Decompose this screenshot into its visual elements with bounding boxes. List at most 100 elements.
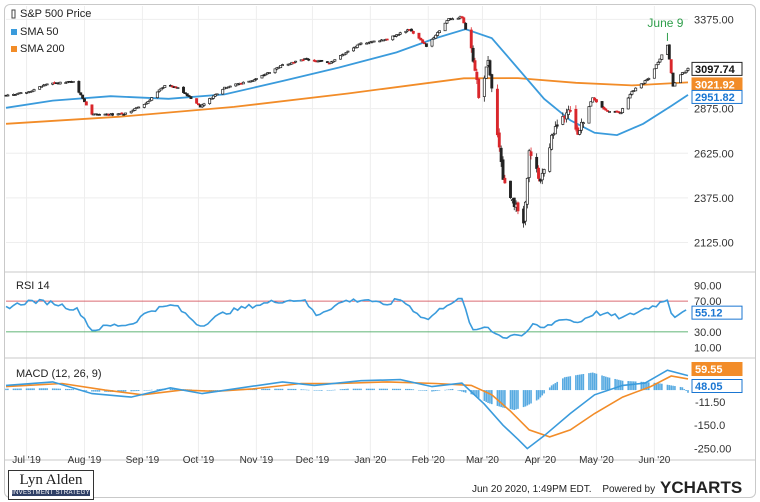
macd-histogram-bar bbox=[522, 390, 525, 408]
macd-histogram-bar bbox=[98, 390, 101, 392]
candle-body bbox=[438, 30, 441, 33]
macd-histogram-bar bbox=[104, 390, 106, 392]
candle-body bbox=[195, 98, 199, 104]
candle-body bbox=[329, 61, 333, 65]
macd-histogram-bar bbox=[631, 381, 633, 391]
candle-body bbox=[241, 81, 245, 85]
candle-body bbox=[97, 113, 101, 116]
sma200-last-value: 3021.92 bbox=[695, 79, 735, 91]
candle-body bbox=[516, 202, 520, 212]
candle-body bbox=[503, 177, 507, 184]
candle-body bbox=[79, 92, 83, 96]
macd-histogram-bar bbox=[640, 381, 643, 391]
x-tick-label: Dec '19 bbox=[296, 455, 330, 466]
macd-histogram-bar bbox=[149, 389, 151, 391]
macd-histogram-bar bbox=[253, 389, 256, 391]
candle-body bbox=[686, 67, 690, 71]
candle-body bbox=[159, 87, 163, 91]
macd-histogram-bar bbox=[679, 386, 682, 391]
candle-body bbox=[561, 116, 565, 125]
macd-histogram-bar bbox=[647, 382, 650, 391]
y-tick-label: 2125.00 bbox=[694, 238, 734, 250]
gridlines bbox=[6, 6, 688, 460]
macd-histogram-bar bbox=[433, 390, 435, 392]
macd-histogram-bar bbox=[451, 388, 454, 391]
x-tick-label: Mar '20 bbox=[466, 455, 499, 466]
candle-body bbox=[398, 32, 402, 35]
candle-body bbox=[385, 38, 389, 41]
candle-body bbox=[654, 64, 658, 69]
candle-body bbox=[346, 50, 350, 53]
candle-body bbox=[606, 110, 610, 112]
candle-body bbox=[568, 109, 572, 112]
candle-body bbox=[423, 42, 426, 45]
macd-histogram-bar bbox=[57, 388, 60, 391]
candle-body bbox=[253, 79, 256, 82]
macd-histogram-bar bbox=[386, 388, 388, 391]
candle-body bbox=[667, 44, 671, 60]
macd-histogram-bar bbox=[425, 390, 428, 391]
macd-histogram-bar bbox=[365, 388, 368, 391]
candle-body bbox=[464, 22, 468, 30]
legend[interactable]: S&P 500 Price SMA 50 SMA 200 bbox=[11, 8, 91, 55]
macd-histogram-bar bbox=[655, 382, 658, 391]
candle-body bbox=[656, 61, 660, 65]
macd-histogram-bar bbox=[53, 388, 56, 391]
candle-body bbox=[419, 37, 423, 41]
candle-body bbox=[38, 86, 42, 90]
macd-histogram-bar bbox=[434, 390, 437, 392]
macd-histogram-bar bbox=[513, 390, 516, 410]
macd-histogram-bar bbox=[668, 385, 671, 391]
macd-histogram-bar bbox=[483, 390, 486, 401]
macd-histogram-bar bbox=[378, 388, 381, 391]
rsi-y-tick: 70.00 bbox=[694, 296, 722, 308]
candle-body bbox=[325, 61, 329, 64]
ycharts-logo[interactable]: YCHARTS bbox=[660, 478, 743, 497]
candle-body bbox=[396, 34, 400, 36]
macd-histogram-bar bbox=[145, 390, 147, 391]
candle-body bbox=[344, 52, 348, 55]
candle-body bbox=[643, 80, 647, 84]
candle-body bbox=[445, 20, 449, 24]
macd-histogram-bar bbox=[431, 390, 433, 392]
timestamp-text: Jun 20 2020, 1:49PM EDT. bbox=[472, 484, 592, 495]
candle-body bbox=[197, 103, 200, 106]
macd-histogram-bar bbox=[44, 388, 47, 391]
candle-body bbox=[553, 126, 557, 135]
candle-body bbox=[83, 98, 86, 103]
candle-body bbox=[331, 60, 335, 63]
macd-histogram-bar bbox=[593, 373, 596, 391]
candle-body bbox=[658, 58, 662, 63]
powered-by-text: Powered by bbox=[602, 484, 656, 495]
candle-body bbox=[628, 94, 632, 99]
macd-histogram-bar bbox=[40, 388, 43, 391]
macd-histogram-bar bbox=[608, 377, 611, 391]
macd-histogram-bar bbox=[169, 388, 172, 391]
candle-body bbox=[523, 201, 527, 222]
macd-histogram-bar bbox=[384, 388, 387, 391]
candle-body bbox=[594, 99, 598, 103]
macd-histogram-bar bbox=[51, 388, 54, 391]
macd-histogram-bar bbox=[653, 382, 656, 391]
histogram-last-value: -11.50 bbox=[695, 397, 725, 409]
candle-body bbox=[529, 151, 533, 156]
macd-histogram-bar bbox=[642, 381, 644, 391]
macd-histogram-bar bbox=[307, 389, 310, 391]
candle-body bbox=[146, 101, 150, 104]
candle-body bbox=[550, 134, 554, 150]
candle-body bbox=[333, 59, 337, 62]
macd-histogram-bar bbox=[268, 388, 271, 391]
macd-histogram-bar bbox=[85, 390, 88, 391]
macd-histogram-bar bbox=[358, 388, 360, 391]
x-tick-label: Apr '20 bbox=[525, 455, 557, 466]
x-tick-label: Jul '19 bbox=[12, 455, 41, 466]
candle-body bbox=[404, 30, 408, 33]
macd-histogram-bar bbox=[132, 390, 134, 392]
candle-body bbox=[372, 40, 376, 43]
candle-body bbox=[462, 17, 466, 24]
macd-histogram-bar bbox=[685, 390, 687, 391]
macd-histogram-bar bbox=[606, 377, 609, 391]
candle-body bbox=[210, 97, 213, 100]
candle-body bbox=[202, 103, 206, 106]
candle-body bbox=[497, 132, 501, 148]
